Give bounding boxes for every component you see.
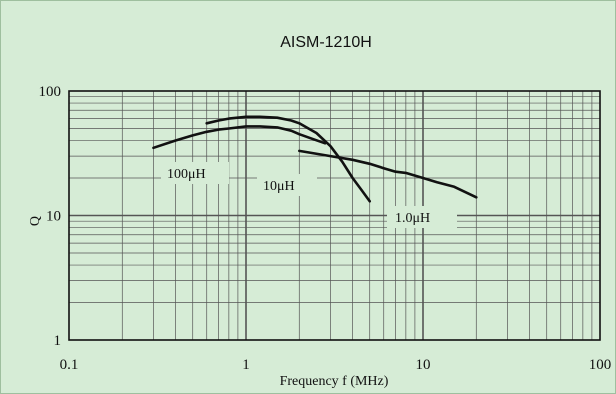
series-label-bg-100uh <box>161 162 229 184</box>
x-tick-label: 0.1 <box>60 357 79 373</box>
series-lines <box>152 115 478 203</box>
x-tick-label: 1 <box>242 357 250 373</box>
plot-border <box>68 90 601 341</box>
series-label-100uh: 100μH <box>167 167 206 182</box>
series-label-10uh: 10μH <box>263 179 295 194</box>
y-tick-label: 1 <box>54 333 62 349</box>
series-line-1 <box>205 115 372 203</box>
y-tick-label: 100 <box>39 84 62 100</box>
x-tick-label: 100 <box>589 357 612 373</box>
grid-lines <box>69 91 600 340</box>
tick-labels: 0.1 1 10 100 1 10 100 <box>39 84 612 373</box>
x-tick-label: 10 <box>416 357 431 373</box>
series-label-bg-1uh <box>387 206 457 228</box>
series-label-bg-10uh <box>257 174 317 196</box>
y-axis-title: Q <box>28 216 43 226</box>
x-axis-title: Frequency f (MHz) <box>280 374 389 389</box>
y-tick-label: 10 <box>46 209 61 225</box>
series-label-1uh: 1.0μH <box>395 211 430 226</box>
series-line-2 <box>297 149 478 199</box>
chart-title: AISM-1210H <box>280 34 372 51</box>
series-line-0 <box>152 125 327 150</box>
